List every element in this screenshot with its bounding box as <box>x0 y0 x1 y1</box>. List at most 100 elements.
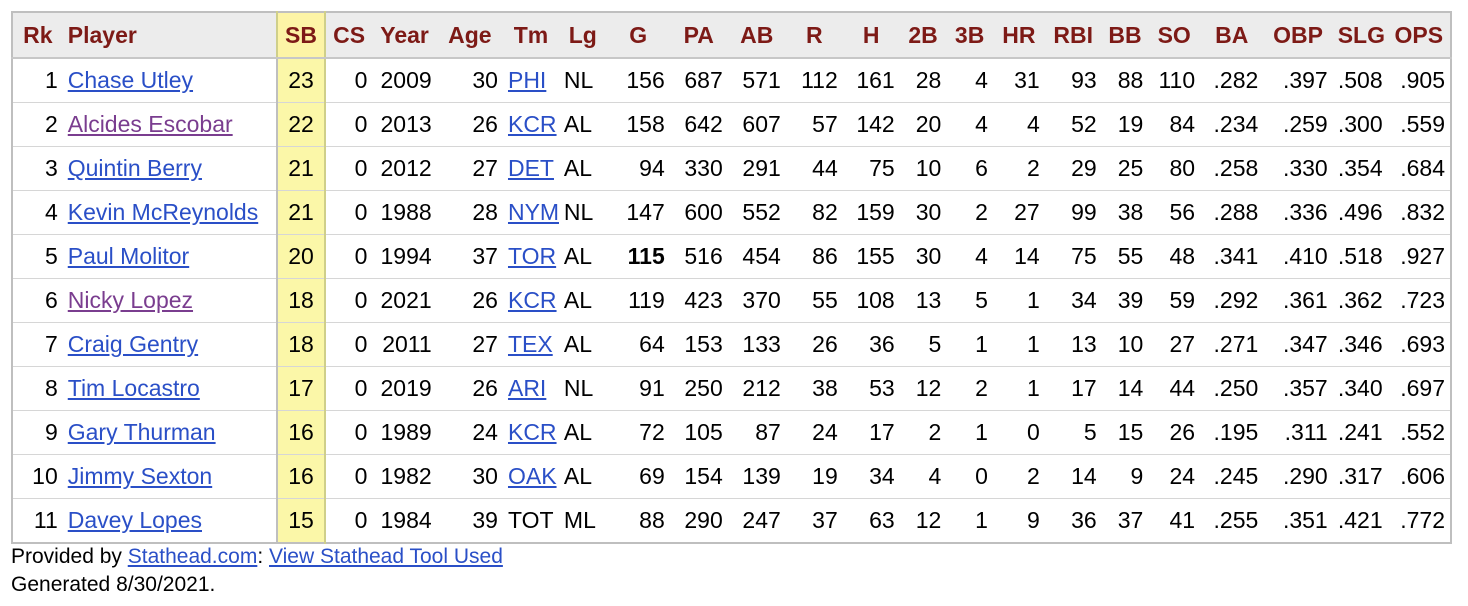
cell-hr: 14 <box>992 234 1045 279</box>
cell-3b: 0 <box>946 454 993 499</box>
cell-ab: 291 <box>727 146 786 191</box>
team-link[interactable]: TOR <box>507 243 557 269</box>
column-header-tm[interactable]: Tm <box>502 11 559 59</box>
cell-r: 37 <box>785 498 843 544</box>
player-link[interactable]: Tim Locastro <box>67 375 200 401</box>
cell-age: 28 <box>436 190 503 235</box>
cell-lg: AL <box>558 234 607 279</box>
cell-age: 26 <box>436 278 503 323</box>
cell-2b: 20 <box>899 102 947 147</box>
team-link[interactable]: PHI <box>507 67 547 93</box>
cell-age: 26 <box>436 102 503 147</box>
team-link[interactable]: KCR <box>507 111 557 137</box>
table-row: 11 Davey Lopes 15 0 1984 39 TOT ML 88 290 247 37 63 1… <box>12 498 1451 544</box>
cell-ba: .258 <box>1200 146 1264 191</box>
cell-ba: .271 <box>1200 322 1264 367</box>
column-header-slg[interactable]: SLG <box>1332 11 1388 59</box>
cell-g: 156 <box>606 57 670 103</box>
column-header-ops[interactable]: OPS <box>1387 11 1451 59</box>
column-header-h[interactable]: H <box>842 11 900 59</box>
cell-3b: 4 <box>946 57 993 103</box>
column-header-obp[interactable]: OBP <box>1263 11 1333 59</box>
table-body: 1 Chase Utley 23 0 2009 30 PHI NL 156 687 571 112 16… <box>12 57 1451 544</box>
cell-year: 2009 <box>372 57 437 103</box>
team-link[interactable]: ARI <box>507 375 547 401</box>
cell-bb: 10 <box>1101 322 1149 367</box>
cell-year: 2021 <box>372 278 437 323</box>
team-link[interactable]: KCR <box>507 287 557 313</box>
player-link[interactable]: Kevin McReynolds <box>67 199 259 225</box>
team-link[interactable]: NYM <box>507 199 559 225</box>
column-header-g[interactable]: G <box>606 11 670 59</box>
cell-bb: 37 <box>1101 498 1149 544</box>
player-link[interactable]: Gary Thurman <box>67 419 216 445</box>
team-link[interactable]: OAK <box>507 463 557 489</box>
table-row: 5 Paul Molitor 20 0 1994 37 TOR AL 115 516 454 86 15… <box>12 234 1451 279</box>
table-row: 3 Quintin Berry 21 0 2012 27 DET AL 94 330 291 44 75… <box>12 146 1451 191</box>
column-header-r[interactable]: R <box>785 11 843 59</box>
cell-hr: 31 <box>992 57 1045 103</box>
column-header-year[interactable]: Year <box>372 11 437 59</box>
cell-age: 30 <box>436 454 503 499</box>
cell-3b: 2 <box>946 190 993 235</box>
view-tool-link[interactable]: View Stathead Tool Used <box>269 545 503 568</box>
team-link[interactable]: TEX <box>507 331 553 357</box>
column-header-ba[interactable]: BA <box>1200 11 1264 59</box>
cell-slg: .354 <box>1332 146 1388 191</box>
column-header-2b[interactable]: 2B <box>899 11 947 59</box>
cell-so: 27 <box>1148 322 1201 367</box>
cell-tm: PHI <box>502 57 559 103</box>
stathead-link[interactable]: Stathead.com <box>127 545 258 568</box>
column-header-rk[interactable]: Rk <box>12 11 63 59</box>
team-link[interactable]: KCR <box>507 419 557 445</box>
player-link[interactable]: Jimmy Sexton <box>67 463 213 489</box>
column-header-hr[interactable]: HR <box>992 11 1045 59</box>
cell-bb: 88 <box>1101 57 1149 103</box>
cell-lg: NL <box>558 366 607 411</box>
cell-g: 94 <box>606 146 670 191</box>
column-header-sb[interactable]: SB <box>276 11 326 59</box>
player-link[interactable]: Paul Molitor <box>67 243 190 269</box>
table-footer: Provided by Stathead.com: View Stathead … <box>11 543 503 599</box>
cell-year: 1989 <box>372 410 437 455</box>
column-header-pa[interactable]: PA <box>669 11 728 59</box>
column-header-lg[interactable]: Lg <box>558 11 607 59</box>
team-link[interactable]: DET <box>507 155 554 181</box>
table-row: 8 Tim Locastro 17 0 2019 26 ARI NL 91 250 212 38 53 1… <box>12 366 1451 411</box>
column-header-rbi[interactable]: RBI <box>1044 11 1102 59</box>
cell-r: 86 <box>785 234 843 279</box>
cell-pa: 642 <box>669 102 728 147</box>
column-header-bb[interactable]: BB <box>1101 11 1149 59</box>
cell-rbi: 36 <box>1044 498 1102 544</box>
cell-h: 155 <box>842 234 900 279</box>
cell-bb: 9 <box>1101 454 1149 499</box>
column-header-so[interactable]: SO <box>1148 11 1201 59</box>
cell-age: 27 <box>436 322 503 367</box>
cell-bb: 55 <box>1101 234 1149 279</box>
cell-ab: 212 <box>727 366 786 411</box>
player-link[interactable]: Quintin Berry <box>67 155 202 181</box>
provided-by-line: Provided by Stathead.com: View Stathead … <box>11 543 503 571</box>
column-header-age[interactable]: Age <box>436 11 503 59</box>
cell-r: 38 <box>785 366 843 411</box>
cell-tm: TOT <box>502 498 559 544</box>
column-header-3b[interactable]: 3B <box>946 11 993 59</box>
player-link[interactable]: Chase Utley <box>67 67 194 93</box>
column-header-ab[interactable]: AB <box>727 11 786 59</box>
cell-rk: 4 <box>12 190 63 235</box>
cell-hr: 1 <box>992 366 1045 411</box>
player-link[interactable]: Davey Lopes <box>67 507 202 533</box>
cell-cs: 0 <box>324 278 373 323</box>
table-row: 9 Gary Thurman 16 0 1989 24 KCR AL 72 105 87 24 17 2 1… <box>12 410 1451 455</box>
player-link[interactable]: Alcides Escobar <box>67 111 233 137</box>
cell-slg: .340 <box>1332 366 1388 411</box>
player-link[interactable]: Nicky Lopez <box>67 287 194 313</box>
player-link[interactable]: Craig Gentry <box>67 331 199 357</box>
cell-ba: .234 <box>1200 102 1264 147</box>
cell-ba: .292 <box>1200 278 1264 323</box>
column-header-player[interactable]: Player <box>62 11 278 59</box>
column-header-cs[interactable]: CS <box>324 11 373 59</box>
cell-rk: 9 <box>12 410 63 455</box>
cell-lg: ML <box>558 498 607 544</box>
cell-bb: 25 <box>1101 146 1149 191</box>
